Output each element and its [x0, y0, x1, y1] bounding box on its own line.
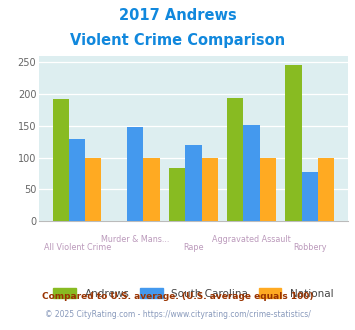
Bar [69, 139, 85, 221]
Bar [185, 145, 202, 221]
Bar [302, 172, 318, 221]
Bar [85, 158, 102, 221]
Text: Murder & Mans...: Murder & Mans... [101, 235, 170, 244]
Bar [169, 168, 185, 221]
Text: Violent Crime Comparison: Violent Crime Comparison [70, 33, 285, 48]
Bar [244, 125, 260, 221]
Bar [53, 99, 69, 221]
Bar [318, 158, 334, 221]
Bar [285, 65, 302, 221]
Legend: Andrews, South Carolina, National: Andrews, South Carolina, National [50, 285, 337, 302]
Bar [127, 127, 143, 221]
Text: Aggravated Assault: Aggravated Assault [212, 235, 291, 244]
Bar [143, 158, 160, 221]
Bar [202, 158, 218, 221]
Text: Rape: Rape [183, 243, 204, 252]
Text: All Violent Crime: All Violent Crime [44, 243, 111, 252]
Text: © 2025 CityRating.com - https://www.cityrating.com/crime-statistics/: © 2025 CityRating.com - https://www.city… [45, 310, 310, 319]
Text: 2017 Andrews: 2017 Andrews [119, 8, 236, 23]
Bar [260, 158, 276, 221]
Text: Compared to U.S. average. (U.S. average equals 100): Compared to U.S. average. (U.S. average … [42, 292, 313, 301]
Text: Robbery: Robbery [293, 243, 326, 252]
Bar [227, 98, 244, 221]
